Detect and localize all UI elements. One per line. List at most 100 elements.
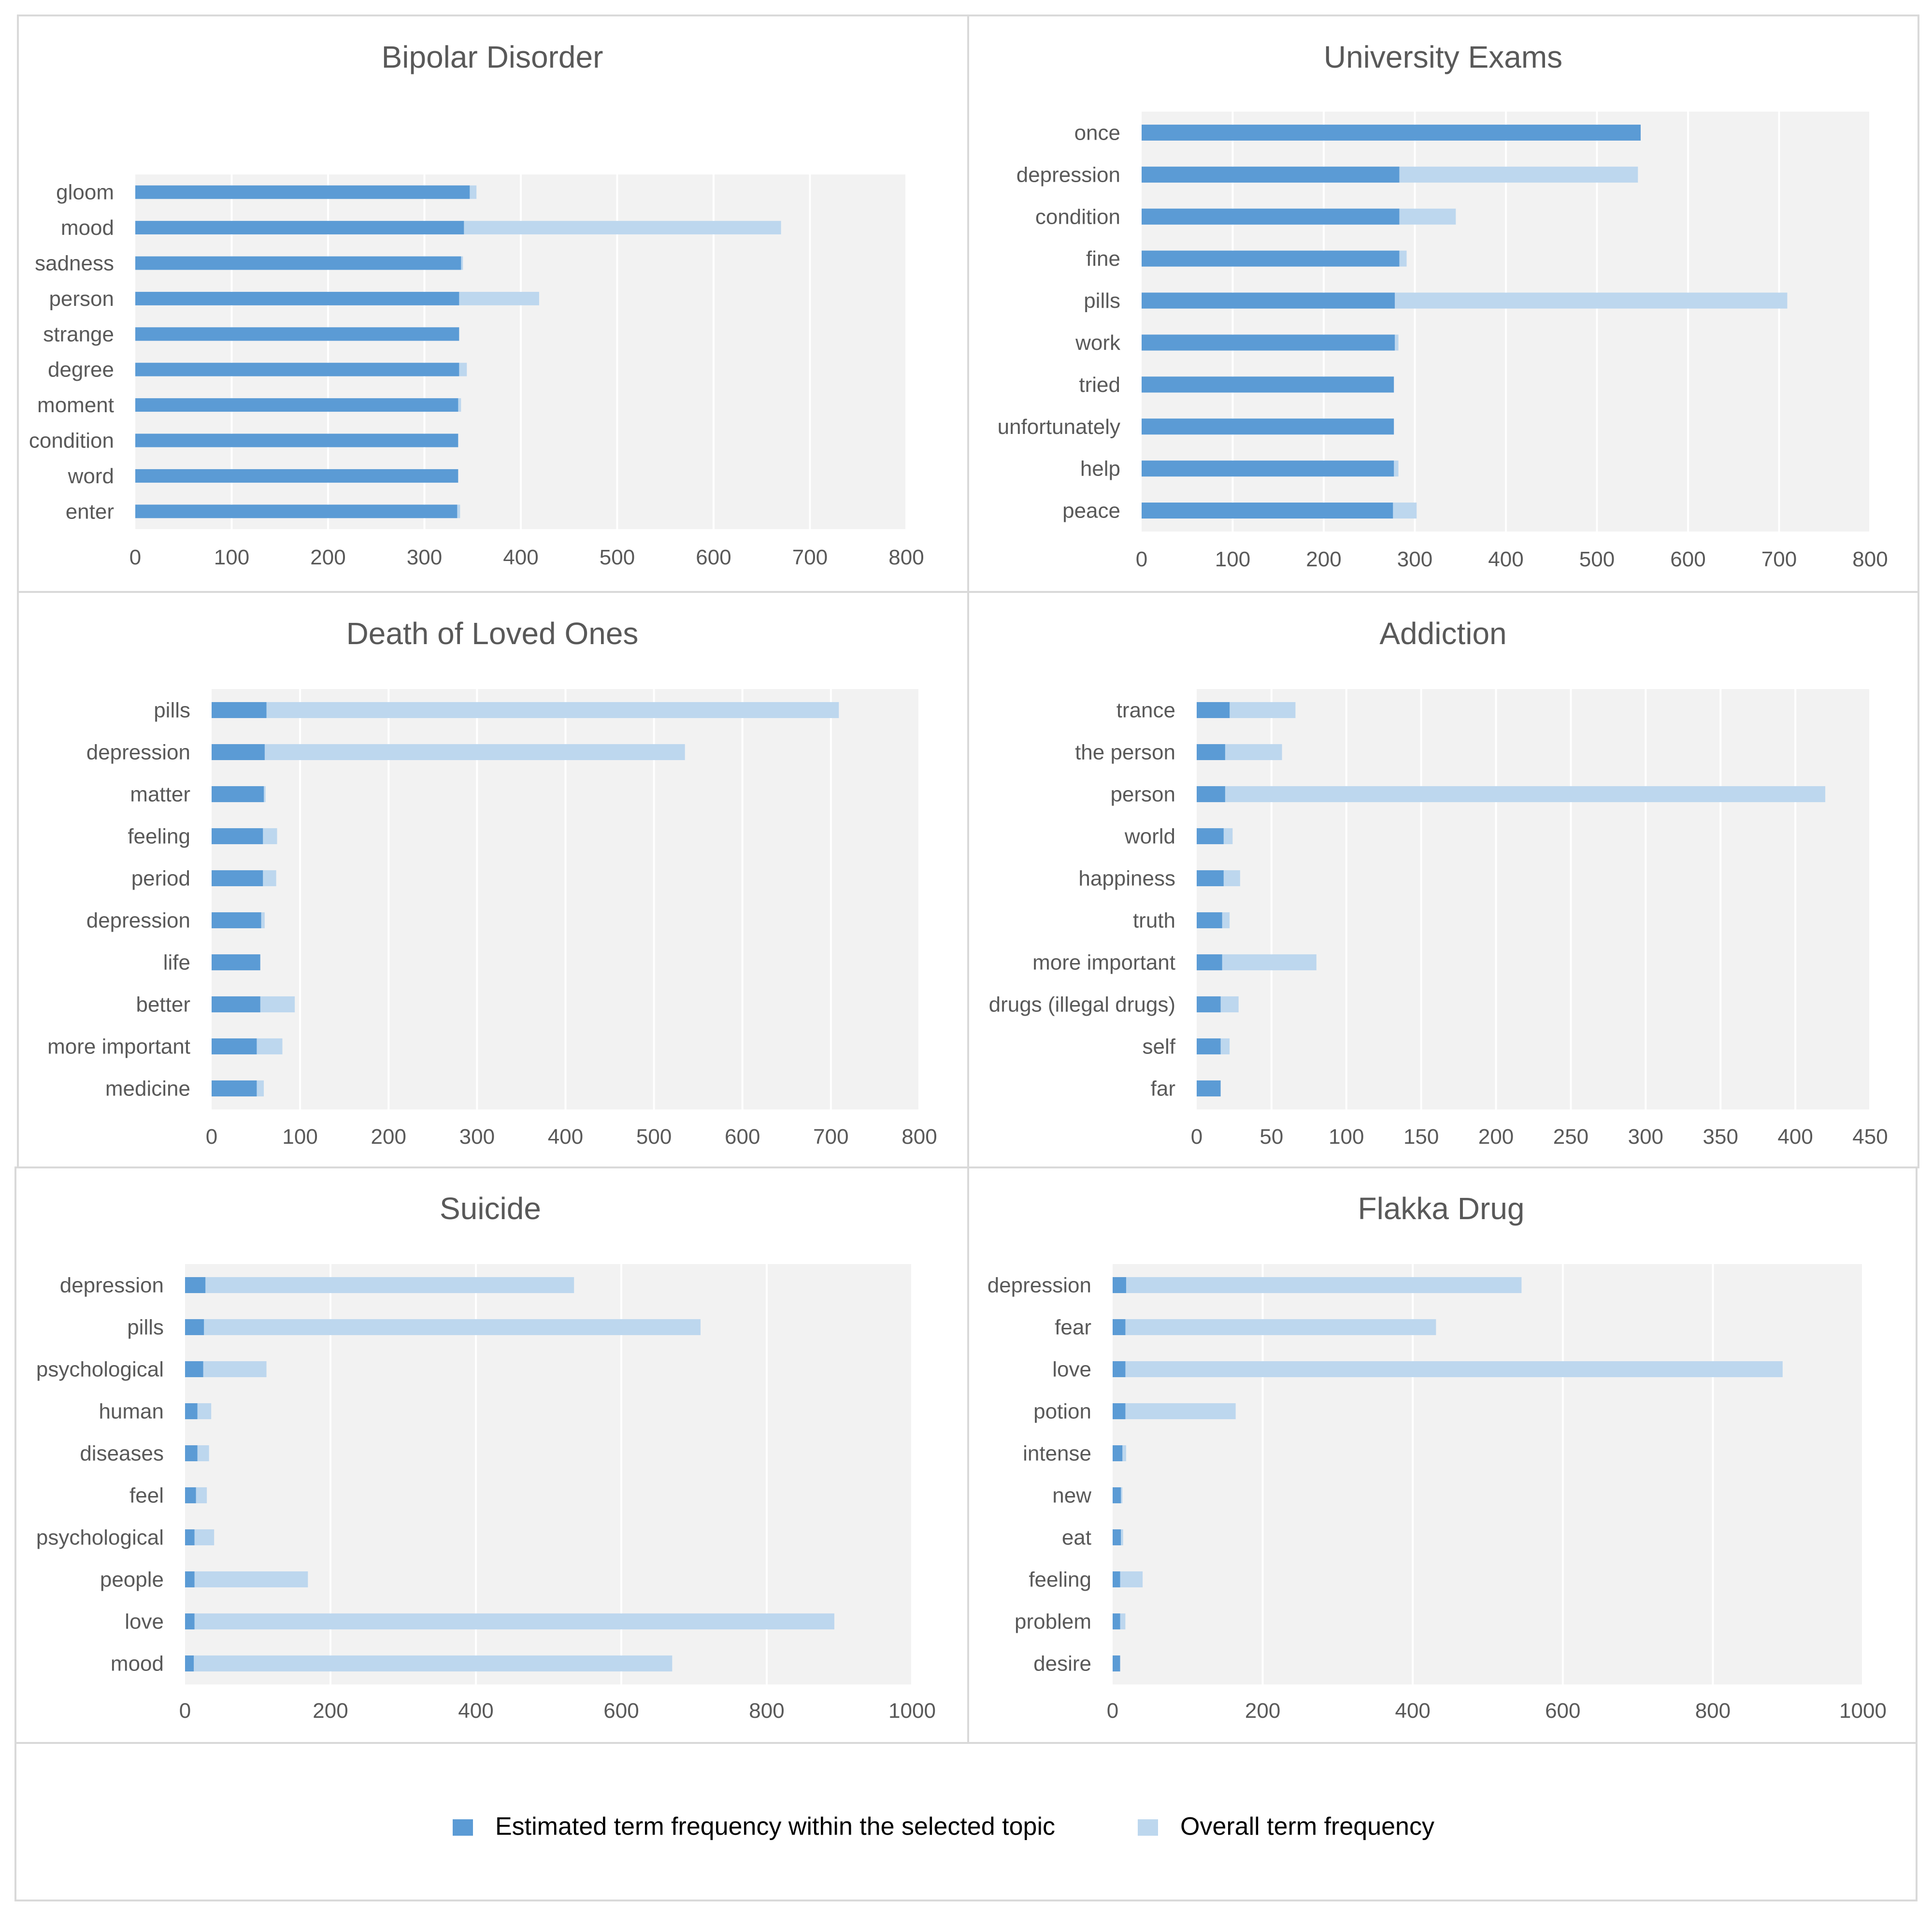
category-label: feeling: [1029, 1568, 1091, 1592]
x-tick-label: 200: [1245, 1699, 1280, 1723]
bar-topic: [1197, 870, 1224, 887]
bar-overall: [212, 744, 685, 761]
category-label: psychological: [36, 1358, 164, 1382]
bar-topic: [212, 912, 261, 929]
chart-panel-5: Suicide 0 200 400 600 800 1000 depression pills p…: [14, 1166, 969, 1744]
category-label: depression: [1016, 163, 1120, 187]
category-label: the person: [1075, 741, 1175, 764]
x-tick-label: 400: [503, 546, 538, 569]
category-label: more important: [1032, 951, 1175, 975]
bar-topic: [135, 185, 470, 199]
bar-topic: [1142, 418, 1394, 435]
x-tick-label: 400: [548, 1125, 583, 1149]
bar-topic: [1113, 1613, 1120, 1630]
category-label: work: [1075, 331, 1121, 355]
bar-topic: [212, 828, 263, 845]
category-label: people: [100, 1568, 164, 1592]
bar-topic: [135, 291, 459, 305]
x-tick-label: 300: [1628, 1125, 1663, 1149]
bar-topic: [1113, 1319, 1126, 1336]
bar-topic: [1113, 1445, 1123, 1462]
category-label: far: [1151, 1077, 1175, 1101]
x-tick-label: 300: [407, 546, 442, 569]
category-label: love: [1052, 1358, 1091, 1382]
x-tick-label: 1000: [1839, 1699, 1887, 1723]
legend-swatch-topic: [453, 1819, 473, 1836]
bar-topic: [185, 1445, 198, 1462]
category-label: depression: [86, 909, 190, 933]
x-tick-label: 250: [1553, 1125, 1589, 1149]
x-tick-label: 500: [636, 1125, 672, 1149]
category-label: potion: [1033, 1400, 1091, 1424]
bar-topic: [1113, 1277, 1126, 1294]
bar-overall: [212, 702, 839, 719]
chart-title: Bipolar Disorder: [382, 40, 603, 74]
chart-title: University Exams: [1324, 40, 1562, 74]
bar-topic: [212, 870, 263, 887]
category-label: problem: [1015, 1610, 1091, 1634]
x-tick-label: 50: [1259, 1125, 1283, 1149]
category-label: pills: [127, 1316, 164, 1339]
category-label: happiness: [1078, 867, 1175, 891]
x-tick-label: 800: [902, 1125, 937, 1149]
bar-overall: [1197, 786, 1826, 803]
category-label: strange: [43, 322, 114, 346]
x-tick-label: 200: [1306, 547, 1341, 571]
bar-topic: [1113, 1487, 1121, 1504]
bar-topic: [1142, 376, 1394, 393]
category-label: mood: [111, 1652, 164, 1676]
x-tick-label: 0: [1107, 1699, 1118, 1723]
category-label: help: [1080, 457, 1120, 481]
category-label: person: [1110, 783, 1175, 806]
category-label: fine: [1086, 247, 1120, 271]
x-tick-label: 600: [725, 1125, 760, 1149]
category-label: medicine: [105, 1077, 190, 1101]
category-label: unfortunately: [998, 415, 1120, 439]
bar-overall: [185, 1277, 574, 1294]
x-tick-label: 200: [310, 546, 345, 569]
category-label: moment: [37, 393, 114, 417]
category-label: more important: [47, 1035, 190, 1059]
bar-topic: [1197, 1080, 1221, 1097]
bar-topic: [1197, 996, 1221, 1013]
x-tick-label: 100: [1215, 547, 1250, 571]
category-label: tried: [1079, 373, 1120, 397]
bar-overall: [185, 1571, 308, 1588]
bar-topic: [1113, 1655, 1120, 1672]
bar-topic: [135, 398, 458, 412]
chart-title: Flakka Drug: [1358, 1191, 1525, 1226]
category-label: self: [1143, 1035, 1176, 1059]
category-label: drugs (illegal drugs): [989, 993, 1175, 1017]
bar-topic: [135, 256, 461, 270]
category-label: world: [1124, 825, 1175, 849]
bar-overall: [1113, 1361, 1783, 1378]
bar-topic: [185, 1403, 198, 1420]
category-label: depression: [987, 1274, 1091, 1297]
x-tick-label: 400: [1777, 1125, 1813, 1149]
plot-area: [1197, 689, 1870, 1109]
bar-topic: [212, 702, 267, 719]
category-label: desire: [1033, 1652, 1091, 1676]
chart-title: Death of Loved Ones: [346, 616, 639, 651]
category-label: truth: [1133, 909, 1175, 933]
category-label: diseases: [80, 1442, 164, 1466]
bar-topic: [1142, 208, 1400, 225]
bar-topic: [185, 1655, 194, 1672]
category-label: life: [163, 951, 190, 975]
x-tick-label: 400: [1395, 1699, 1430, 1723]
bar-topic: [185, 1319, 204, 1336]
category-label: love: [125, 1610, 164, 1634]
x-tick-label: 700: [813, 1125, 848, 1149]
chart-title: Suicide: [440, 1191, 541, 1226]
bar-topic: [185, 1571, 195, 1588]
bar-topic: [185, 1487, 196, 1504]
bar-topic: [1113, 1571, 1120, 1588]
bar-topic: [1113, 1529, 1121, 1546]
x-tick-label: 300: [1397, 547, 1432, 571]
bar-topic: [1142, 124, 1641, 141]
bar-topic: [1113, 1403, 1126, 1420]
bar-topic: [1197, 702, 1230, 719]
bar-topic: [1197, 1038, 1221, 1055]
category-label: intense: [1023, 1442, 1091, 1466]
bar-topic: [185, 1529, 195, 1546]
